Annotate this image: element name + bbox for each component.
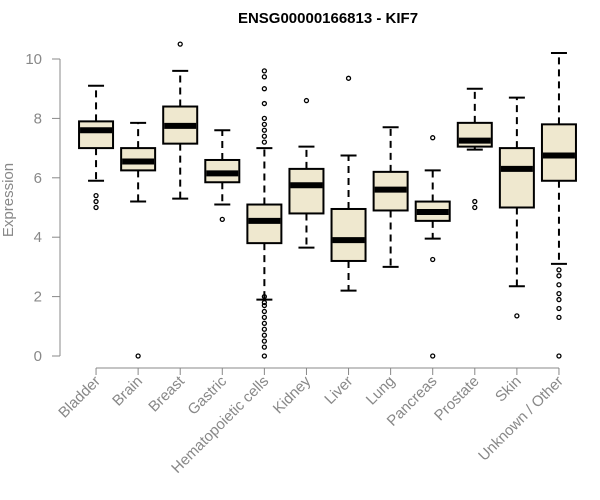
outlier-point bbox=[261, 344, 268, 350]
y-tick-label: 2 bbox=[34, 289, 42, 306]
outlier-point bbox=[261, 86, 268, 92]
box-lung bbox=[372, 126, 409, 268]
outlier-point bbox=[556, 353, 562, 359]
box-liver bbox=[330, 75, 367, 292]
outlier-point bbox=[430, 353, 436, 359]
iqr-box bbox=[498, 147, 535, 209]
outlier-point bbox=[261, 299, 268, 306]
outlier-point bbox=[219, 216, 225, 223]
outlier-point bbox=[261, 115, 268, 122]
outlier-point bbox=[93, 198, 99, 205]
outlier-point bbox=[556, 314, 562, 321]
y-tick-label: 0 bbox=[34, 348, 42, 365]
outlier-point bbox=[556, 273, 562, 279]
x-tick-label: Prostate bbox=[431, 373, 483, 425]
outlier-point bbox=[514, 313, 520, 319]
x-tick-label: Kidney bbox=[270, 372, 315, 417]
y-axis-label: Expression bbox=[0, 163, 17, 237]
box-breast bbox=[162, 41, 199, 200]
outlier-point bbox=[261, 68, 268, 74]
y-tick-label: 10 bbox=[25, 51, 42, 68]
box-gastric bbox=[204, 129, 241, 223]
outlier-point bbox=[261, 332, 268, 338]
outlier-point bbox=[556, 305, 562, 312]
chart-title: ENSG00000166813 - KIF7 bbox=[238, 10, 418, 27]
outlier-point bbox=[261, 338, 268, 344]
box-prostate bbox=[456, 87, 493, 211]
outlier-point bbox=[430, 256, 436, 263]
outlier-point bbox=[261, 314, 268, 321]
iqr-box bbox=[78, 120, 115, 150]
outlier-point bbox=[472, 198, 478, 205]
outlier-point bbox=[93, 192, 99, 199]
outlier-point bbox=[261, 293, 268, 300]
x-tick-label: Brain bbox=[109, 373, 146, 410]
y-tick-label: 8 bbox=[34, 110, 42, 127]
outlier-point bbox=[261, 74, 268, 80]
box-series bbox=[78, 41, 577, 359]
y-tick-label: 4 bbox=[34, 229, 42, 246]
outlier-point bbox=[261, 133, 268, 139]
iqr-box bbox=[288, 167, 325, 215]
box-skin bbox=[498, 96, 535, 319]
box-hematopoietic-cells bbox=[246, 68, 283, 359]
outlier-point bbox=[261, 353, 268, 359]
outlier-point bbox=[93, 204, 99, 211]
x-tick-label: Lung bbox=[363, 373, 399, 409]
box-kidney bbox=[288, 97, 325, 249]
outlier-point bbox=[430, 135, 436, 141]
box-unknown-other bbox=[540, 52, 577, 359]
outlier-point bbox=[261, 139, 268, 145]
x-tick-label: Bladder bbox=[55, 373, 104, 422]
outlier-point bbox=[261, 320, 268, 326]
outlier-point bbox=[472, 204, 478, 211]
outlier-point bbox=[556, 290, 562, 297]
outlier-point bbox=[261, 127, 268, 133]
outlier-point bbox=[261, 302, 268, 309]
outlier-point bbox=[135, 353, 141, 359]
outlier-point bbox=[556, 282, 562, 288]
outlier-point bbox=[177, 41, 183, 47]
y-tick-label: 6 bbox=[34, 170, 42, 187]
outlier-point bbox=[556, 296, 562, 303]
y-axis: 0 2 4 6 8 10 bbox=[25, 51, 61, 365]
box-bladder bbox=[78, 84, 115, 211]
outlier-point bbox=[261, 326, 268, 332]
outlier-point bbox=[303, 97, 310, 104]
outlier-point bbox=[345, 75, 352, 81]
outlier-point bbox=[261, 121, 268, 127]
outlier-point bbox=[261, 100, 268, 107]
x-tick-label: Liver bbox=[321, 373, 356, 408]
outlier-point bbox=[261, 308, 268, 315]
box-brain bbox=[120, 121, 157, 359]
iqr-box bbox=[330, 207, 367, 262]
x-tick-label: Skin bbox=[492, 373, 525, 406]
outlier-point bbox=[556, 267, 562, 273]
box-pancreas bbox=[414, 135, 451, 359]
x-tick-label: Breast bbox=[145, 372, 188, 415]
